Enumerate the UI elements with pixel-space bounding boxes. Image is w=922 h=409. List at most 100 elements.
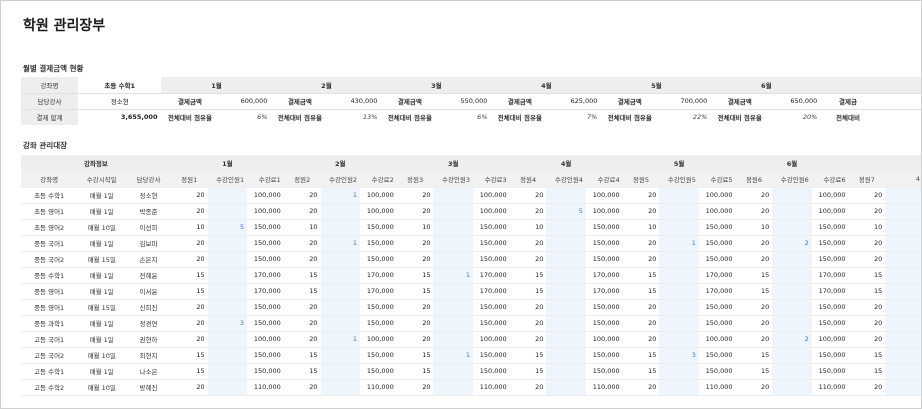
table-row[interactable]: 중등 영어1 매월 1일 이서윤 15 170,000 15 170,000 15 170,00… (21, 283, 921, 300)
cell-fee: 100,000 (698, 187, 736, 204)
cell-enrolled (433, 251, 473, 268)
cell-enrolled (320, 219, 361, 236)
cell-course: 중등 수학1 (21, 267, 78, 284)
cell-fee: 150,000 (360, 219, 397, 236)
cell-fee: 150,000 (247, 315, 284, 332)
cell-capacity-partial: 20 (848, 251, 886, 268)
cell-capacity: 15 (622, 347, 660, 364)
cell-enrolled (546, 187, 586, 204)
cell-capacity: 20 (396, 315, 434, 332)
table-row[interactable]: 고등 국어1 매월 1일 권현하 20 100,000 20 1 100,000 20 100,0… (21, 331, 921, 348)
cell-capacity-partial: 15 (848, 267, 886, 284)
cell-fee: 100,000 (360, 203, 397, 220)
cell-capacity: 15 (509, 267, 547, 284)
cell-capacity: 20 (170, 203, 208, 220)
cell-enrolled: 1 (659, 235, 699, 252)
cell-fee: 150,000 (473, 315, 510, 332)
table-row[interactable]: 중등 수학1 매월 1일 전혜윤 15 170,000 15 170,000 15 1 170,0… (21, 267, 921, 284)
summary-month-header: 1월 (161, 77, 272, 94)
column-header-month: 수강인원3 (433, 171, 473, 188)
month-group-header: 5월 (622, 155, 736, 171)
cell-fee: 150,000 (247, 219, 284, 236)
table-row[interactable]: 초등 수학1 매월 1일 정소현 20 100,000 20 1 100,000 20 100,0… (21, 187, 921, 204)
cell-start-date: 매월 1일 (77, 331, 127, 348)
content-panel: 월별 결제금액 현황 강좌명 초등 수학1 1월 2월 3월 4월 5월 6월 담당강사 정소현 결… (13, 45, 921, 408)
column-header-month: 수강료3 (473, 171, 510, 188)
page-title: 학원 관리장부 (23, 18, 106, 34)
cell-enrolled-partial (885, 331, 921, 348)
cell-enrolled: 1 (433, 347, 473, 364)
cell-capacity: 20 (622, 315, 660, 332)
cell-capacity: 15 (170, 347, 208, 364)
cell-fee: 150,000 (698, 347, 736, 364)
cell-fee: 170,000 (473, 267, 510, 284)
cell-enrolled: 3 (207, 315, 248, 332)
cell-capacity: 20 (509, 187, 547, 204)
cell-fee: 100,000 (473, 331, 510, 348)
cell-teacher: 정소현 (126, 187, 171, 204)
cell-fee: 150,000 (473, 251, 510, 268)
table-row[interactable]: 고등 수학1 매월 1일 나소은 15 150,000 15 150,000 15 150,00… (21, 363, 921, 380)
cell-capacity: 20 (396, 299, 434, 316)
cell-capacity-partial: 10 (848, 219, 886, 236)
table-row[interactable]: 중등 국어1 매월 1일 김보미 20 150,000 20 1 150,000 20 150,0… (21, 235, 921, 252)
cell-fee: 100,000 (247, 187, 284, 204)
column-header-month: 수강인원2 (320, 171, 361, 188)
table-row[interactable]: 초등 영어1 매월 1일 박종준 20 100,000 20 100,000 20 100,00… (21, 203, 921, 220)
cell-enrolled (320, 251, 361, 268)
cell-start-date: 매월 1일 (77, 315, 127, 332)
cell-capacity-partial: 15 (848, 363, 886, 380)
table-row[interactable]: 고등 국어2 매월 10일 최현지 15 150,000 15 150,000 15 1 150,… (21, 347, 921, 364)
cell-fee: 110,000 (473, 379, 510, 396)
summary-ratio-value: 13% (328, 109, 382, 125)
cell-enrolled (433, 219, 473, 236)
cell-enrolled (659, 379, 699, 396)
cell-enrolled-partial (885, 299, 921, 316)
cell-capacity: 10 (283, 219, 321, 236)
cell-fee: 150,000 (360, 299, 397, 316)
cell-enrolled-partial (885, 347, 921, 364)
cell-enrolled (772, 219, 812, 236)
summary-ratio-value: 20% (768, 109, 822, 125)
cell-capacity: 15 (283, 267, 321, 284)
cell-capacity: 10 (622, 219, 660, 236)
table-row[interactable]: 중등 영어1 매월 15일 신희진 20 150,000 20 150,000 20 150,0… (21, 299, 921, 316)
cell-enrolled (320, 347, 361, 364)
summary-amount-value: 550,000 (438, 93, 492, 110)
cell-capacity: 10 (509, 219, 547, 236)
table-row[interactable]: 고등 수학2 매월 10일 방혜진 20 110,000 20 110,000 20 110,0… (21, 379, 921, 396)
cell-capacity: 20 (509, 235, 547, 252)
cell-capacity: 20 (170, 315, 208, 332)
column-header-month: 수강료4 (585, 171, 623, 188)
column-header-month: 수강인원4 (546, 171, 586, 188)
cell-enrolled: 3 (659, 347, 699, 364)
cell-enrolled (433, 299, 473, 316)
table-row[interactable]: 중등 과학1 매월 1일 정경연 20 3 150,000 20 150,000 20 150,0… (21, 315, 921, 332)
cell-enrolled-partial (885, 235, 921, 252)
cell-enrolled (659, 219, 699, 236)
table-row[interactable]: 중등 국어2 매월 15일 손은지 20 150,000 20 150,000 20 150,0… (21, 251, 921, 268)
table-row[interactable]: 초등 영어2 매월 10일 이선희 10 5 150,000 10 150,000 10 150,… (21, 219, 921, 236)
cell-capacity: 20 (622, 251, 660, 268)
cell-fee: 150,000 (585, 347, 623, 364)
cell-capacity-partial: 20 (848, 299, 886, 316)
cell-enrolled (320, 267, 361, 284)
cell-capacity: 20 (283, 187, 321, 204)
summary-ratio-label: 전체대비 (821, 109, 875, 125)
cell-capacity: 20 (622, 379, 660, 396)
cell-enrolled (433, 283, 473, 300)
cell-capacity: 20 (509, 203, 547, 220)
cell-fee: 170,000 (698, 283, 736, 300)
summary-amount-label: 결제금 (821, 93, 875, 110)
cell-course: 고등 국어2 (21, 347, 78, 364)
cell-capacity: 20 (735, 203, 773, 220)
cell-fee: 150,000 (585, 363, 623, 380)
column-header-month: 수강인원6 (772, 171, 812, 188)
summary-amount-label: 결제금액 (381, 93, 439, 110)
cell-capacity: 20 (622, 235, 660, 252)
summary-total-label: 결제 합계 (21, 109, 78, 125)
cell-enrolled: 1 (433, 267, 473, 284)
cell-enrolled (546, 299, 586, 316)
cell-capacity: 15 (396, 283, 434, 300)
month-group-header-partial (848, 155, 921, 171)
